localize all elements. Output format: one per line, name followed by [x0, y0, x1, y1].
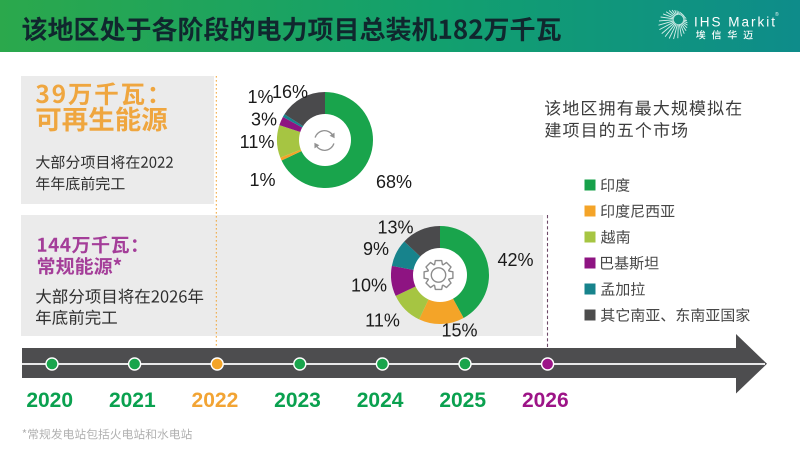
svg-text:2023: 2023	[274, 389, 321, 412]
svg-text:10%: 10%	[351, 276, 387, 296]
svg-text:2022: 2022	[192, 389, 239, 412]
svg-text:68%: 68%	[376, 172, 412, 192]
svg-text:42%: 42%	[497, 250, 533, 270]
svg-text:1%: 1%	[249, 170, 275, 190]
svg-text:2025: 2025	[439, 389, 486, 412]
svg-text:16%: 16%	[272, 82, 308, 102]
svg-text:15%: 15%	[441, 321, 477, 341]
svg-text:2026: 2026	[522, 389, 569, 412]
svg-text:IHS Markit: IHS Markit	[694, 15, 777, 30]
svg-text:2024: 2024	[357, 389, 404, 412]
svg-text:1%: 1%	[247, 87, 273, 107]
svg-text:2021: 2021	[109, 389, 156, 412]
svg-text:®: ®	[775, 11, 779, 18]
svg-text:9%: 9%	[363, 239, 389, 259]
svg-text:13%: 13%	[377, 218, 413, 238]
svg-text:2020: 2020	[26, 389, 73, 412]
svg-text:11%: 11%	[240, 132, 275, 152]
svg-text:3%: 3%	[251, 110, 277, 130]
svg-text:11%: 11%	[365, 311, 400, 331]
